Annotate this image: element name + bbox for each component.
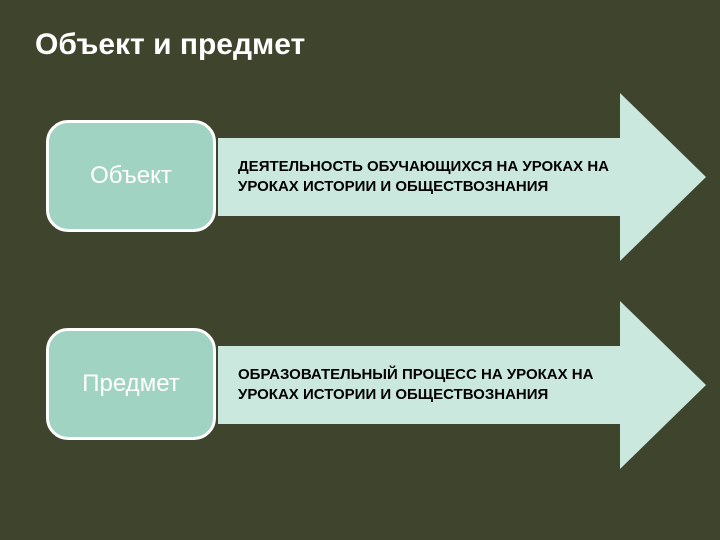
page-title: Объект и предмет <box>35 28 305 62</box>
arrow-body-subject: ОБРАЗОВАТЕЛЬНЫЙ ПРОЦЕСС НА УРОКАХ НА УРО… <box>218 346 620 424</box>
label-box-object: Объект <box>46 120 216 232</box>
label-box-subject: Предмет <box>46 328 216 440</box>
arrow-text-object: ДЕЯТЕЛЬНОСТЬ ОБУЧАЮЩИХСЯ НА УРОКАХ НА УР… <box>238 157 610 198</box>
label-text-subject: Предмет <box>82 370 179 398</box>
arrow-body-object: ДЕЯТЕЛЬНОСТЬ ОБУЧАЮЩИХСЯ НА УРОКАХ НА УР… <box>218 138 620 216</box>
arrow-text-subject: ОБРАЗОВАТЕЛЬНЫЙ ПРОЦЕСС НА УРОКАХ НА УРО… <box>238 365 610 406</box>
arrow-head-subject <box>620 301 706 469</box>
arrow-head-object <box>620 93 706 261</box>
slide: Объект и предмет ДЕЯТЕЛЬНОСТЬ ОБУЧАЮЩИХС… <box>0 0 720 540</box>
label-text-object: Объект <box>90 162 172 190</box>
